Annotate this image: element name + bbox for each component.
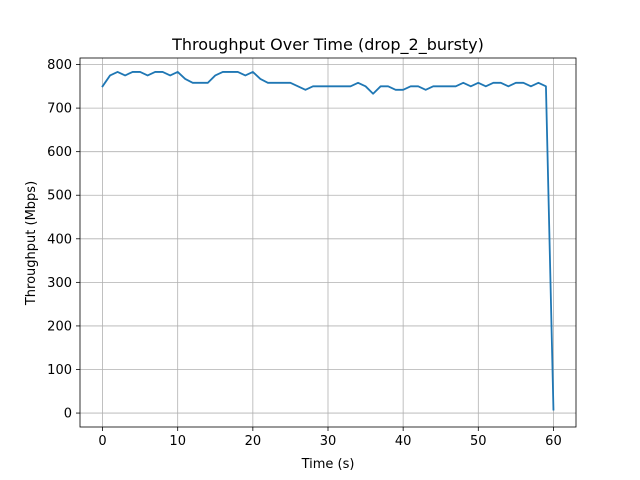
y-tick-label: 700: [47, 102, 72, 117]
series-layer: [101, 71, 555, 411]
x-tick-label: 60: [545, 434, 562, 449]
y-tick-label: 400: [47, 232, 72, 247]
x-tick-label: 20: [245, 434, 262, 449]
y-tick-label: 600: [47, 145, 72, 160]
x-tick-label: 30: [320, 434, 337, 449]
y-tick-label: 100: [47, 363, 72, 378]
y-tick-label: 800: [47, 58, 72, 73]
x-axis-label: Time (s): [301, 457, 355, 472]
x-tick-label: 50: [470, 434, 487, 449]
x-tick-label: 40: [395, 434, 412, 449]
y-tick-label: 0: [64, 407, 72, 422]
series-line: [101, 71, 555, 411]
grid-layer: [80, 58, 576, 427]
y-tick-label: 200: [47, 319, 72, 334]
y-tick-label: 300: [47, 276, 72, 291]
x-tick-label: 0: [98, 434, 106, 449]
y-tick-label: 500: [47, 189, 72, 204]
chart-title: Throughput Over Time (drop_2_bursty): [171, 35, 484, 55]
x-tick-label: 10: [169, 434, 186, 449]
y-axis-label: Throughput (Mbps): [24, 181, 39, 306]
